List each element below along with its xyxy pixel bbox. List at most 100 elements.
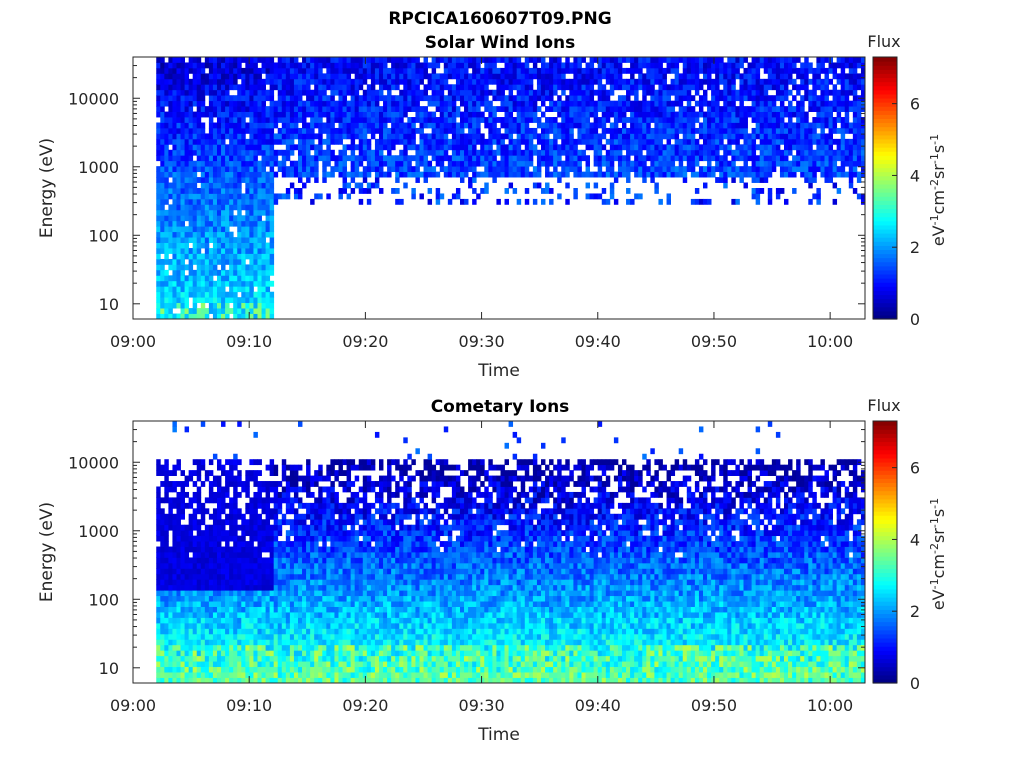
heatmap-cell <box>269 84 275 91</box>
heatmap-cell <box>318 144 323 151</box>
heatmap-cell <box>788 127 793 134</box>
heatmap-cell <box>172 644 177 651</box>
heatmap-cell <box>771 100 777 107</box>
heatmap-cell <box>366 89 372 96</box>
heatmap-cell <box>755 100 761 107</box>
heatmap-cell <box>156 650 161 657</box>
heatmap-cell <box>626 89 631 96</box>
heatmap-cell <box>804 177 809 183</box>
heatmap-cell <box>690 155 696 162</box>
heatmap-cell <box>779 100 785 107</box>
heatmap-cell <box>204 198 210 205</box>
heatmap-cell <box>204 666 210 673</box>
heatmap-cell <box>455 95 461 102</box>
heatmap-cell <box>225 122 230 129</box>
heatmap-cell <box>196 177 202 183</box>
heatmap-cell <box>265 73 271 80</box>
heatmap-cell <box>180 497 185 504</box>
heatmap-cell <box>281 78 287 85</box>
heatmap-cell <box>188 258 194 265</box>
heatmap-cell <box>658 144 663 151</box>
heatmap-cell <box>399 95 404 102</box>
heatmap-cell <box>180 73 185 80</box>
x-tick-label: 10:00 <box>807 332 853 351</box>
heatmap-cell <box>245 275 250 282</box>
heatmap-cell <box>662 166 667 173</box>
heatmap-cell <box>698 84 704 91</box>
heatmap-cell <box>565 166 570 173</box>
heatmap-cell <box>184 226 190 233</box>
heatmap-cell <box>237 89 242 96</box>
heatmap-cell <box>310 122 315 129</box>
heatmap-cell <box>492 111 497 118</box>
heatmap-cell <box>156 297 161 304</box>
heatmap-cell <box>192 524 198 531</box>
heatmap-cell <box>208 220 214 227</box>
heatmap-cell <box>216 73 222 80</box>
heatmap-cell <box>666 67 671 74</box>
heatmap-cell <box>164 62 169 69</box>
heatmap-cell <box>297 117 303 123</box>
heatmap-cell <box>609 144 615 151</box>
heatmap-cell <box>374 160 380 167</box>
heatmap-cell <box>249 171 254 178</box>
heatmap-cell <box>350 138 356 145</box>
heatmap-cell <box>293 144 299 151</box>
heatmap-cell <box>755 57 761 63</box>
heatmap-cell <box>176 530 181 537</box>
heatmap-cell <box>281 111 287 118</box>
heatmap-cell <box>216 57 222 63</box>
heatmap-cell <box>731 111 736 118</box>
heatmap-cell <box>164 242 169 249</box>
heatmap-cell <box>225 209 230 216</box>
heatmap-cell <box>233 248 238 254</box>
heatmap-cell <box>253 215 258 222</box>
heatmap-cell <box>225 182 230 189</box>
heatmap-cell <box>844 62 850 69</box>
heatmap-cell <box>690 122 696 129</box>
heatmap-cell <box>221 313 226 320</box>
heatmap-cell <box>156 508 161 515</box>
heatmap-cell <box>310 73 315 80</box>
heatmap-cell <box>723 117 728 123</box>
heatmap-cell <box>617 111 623 118</box>
heatmap-cell <box>378 78 384 85</box>
heatmap-cell <box>249 62 254 69</box>
heatmap-cell <box>168 127 173 134</box>
heatmap-cell <box>176 661 181 668</box>
heatmap-cell <box>200 138 206 145</box>
heatmap-cell <box>229 275 234 282</box>
heatmap-cell <box>184 275 190 282</box>
heatmap-cell <box>192 209 198 216</box>
heatmap-cell <box>634 78 639 85</box>
heatmap-cell <box>184 67 190 74</box>
heatmap-cell <box>192 171 198 178</box>
heatmap-cell <box>257 144 262 151</box>
colorbar-tick-label: 2 <box>910 238 920 257</box>
heatmap-cell <box>168 171 173 178</box>
heatmap-cell <box>172 584 177 591</box>
colorbar-segment <box>873 122 897 128</box>
heatmap-cell <box>674 122 680 129</box>
heatmap-cell <box>233 127 238 134</box>
heatmap-cell <box>176 166 181 173</box>
heatmap-cell <box>569 62 574 69</box>
heatmap-cell <box>297 127 303 134</box>
heatmap-cell <box>796 122 801 129</box>
heatmap-cell <box>634 166 639 173</box>
heatmap-cell <box>245 171 250 178</box>
heatmap-cell <box>237 248 242 254</box>
heatmap-cell <box>172 155 177 162</box>
heatmap-cell <box>338 62 343 69</box>
heatmap-cell <box>241 226 246 233</box>
heatmap-cell <box>208 237 214 243</box>
heatmap-cell <box>374 95 380 102</box>
heatmap-cell <box>334 133 339 140</box>
heatmap-cell <box>297 149 303 156</box>
heatmap-cell <box>411 67 416 74</box>
heatmap-cell <box>447 73 453 80</box>
heatmap-cell <box>160 541 165 547</box>
heatmap-cell <box>832 100 838 107</box>
heatmap-cell <box>828 160 833 167</box>
heatmap-cell <box>646 166 651 173</box>
